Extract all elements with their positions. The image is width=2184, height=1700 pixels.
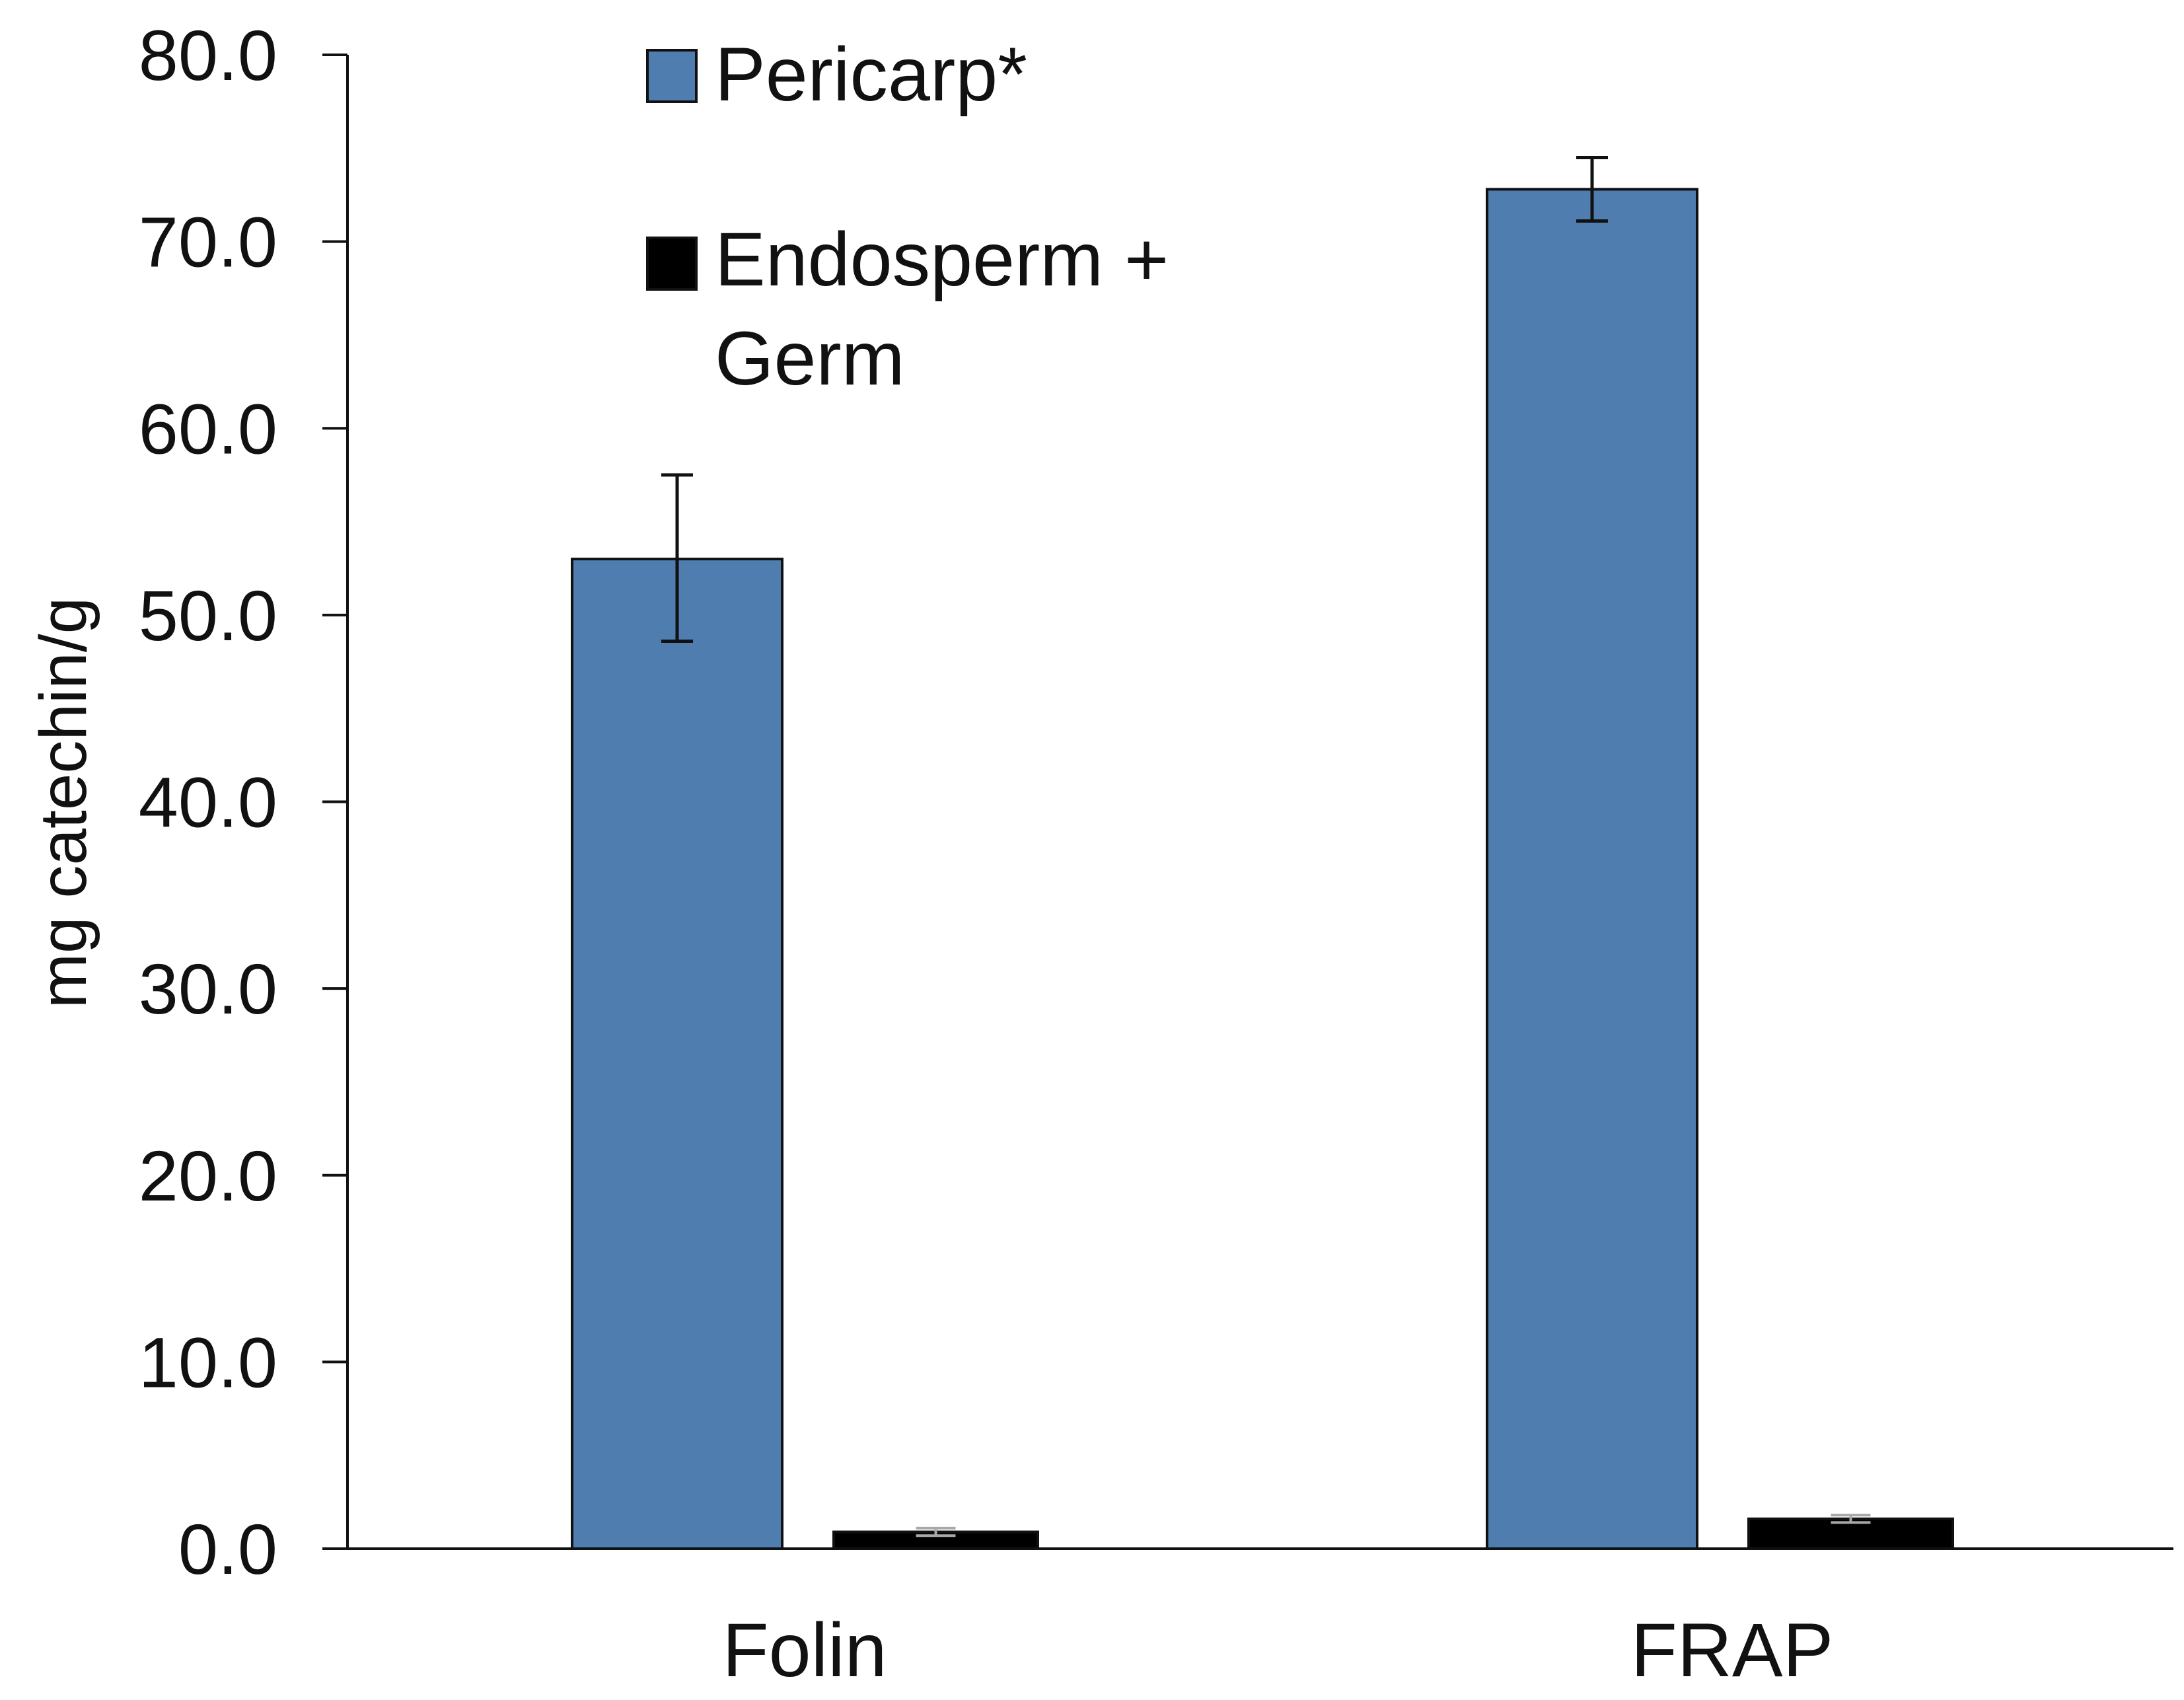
y-tick-label: 40.0 [139,762,277,842]
legend: Pericarp* Endosperm + Germ [646,32,1169,401]
x-tick-label-folin: Folin [722,1608,887,1693]
y-tick-label: 50.0 [139,575,277,655]
y-tick-label: 30.0 [139,949,277,1029]
y-tick-label: 0.0 [178,1509,277,1589]
y-tick-label: 20.0 [139,1136,277,1216]
bar-pericarp-frap [1486,188,1698,1550]
axis-labels: mg catechin/g Folin FRAP [26,597,1833,1693]
legend-swatch-endosperm-germ [646,237,698,291]
bars [571,188,1954,1551]
bar-pericarp-folin [571,558,783,1550]
x-tick-label-frap: FRAP [1631,1608,1834,1693]
error-bars [661,155,1871,1537]
legend-swatch-pericarp [646,49,698,103]
y-tick-label: 70.0 [139,202,277,282]
y-tick-label: 60.0 [139,388,277,468]
y-tick-label: 10.0 [139,1322,277,1402]
y-tick-label: 80.0 [139,15,277,95]
legend-label-pericarp: Pericarp* [715,32,1027,117]
y-axis-label: mg catechin/g [26,597,100,1009]
legend-label-endosperm-germ: Endosperm + Germ [715,217,1169,401]
